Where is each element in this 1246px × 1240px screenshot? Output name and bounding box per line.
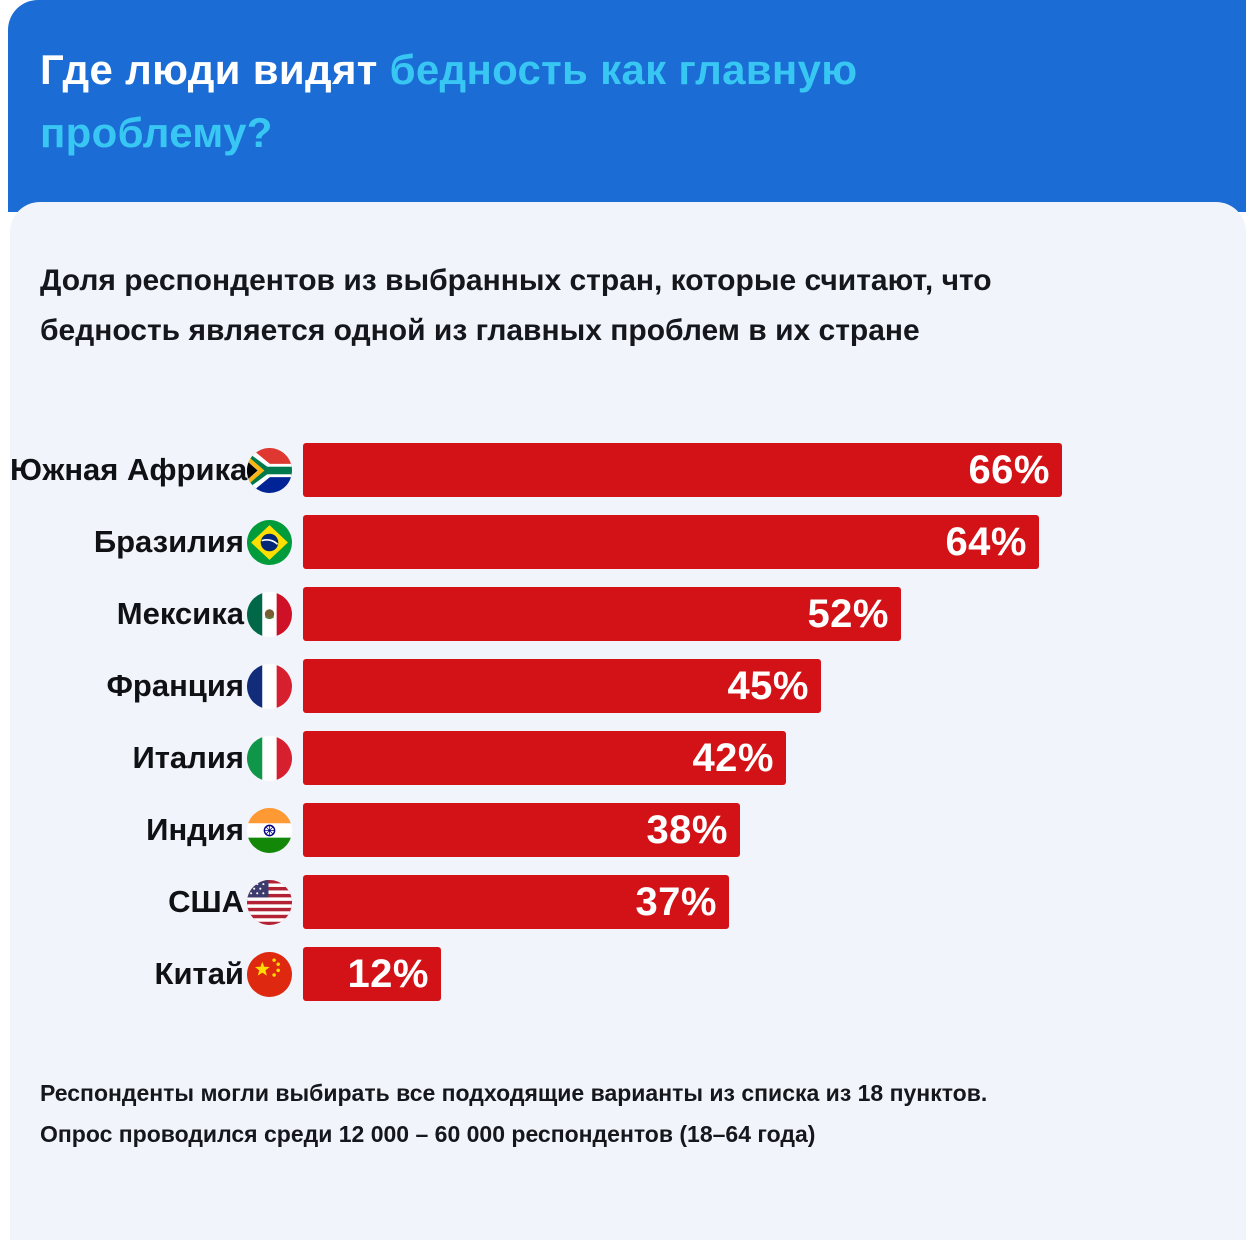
brazil-flag-icon xyxy=(247,519,292,565)
title-line-2: проблему? xyxy=(40,109,273,156)
country-label: Индия xyxy=(146,812,244,847)
value-bar: 42% xyxy=(303,731,786,785)
footnote-methodology: Респонденты могли выбирать все подходящи… xyxy=(40,1080,988,1106)
header-banner: Где люди видят бедность как главную проб… xyxy=(8,0,1246,212)
value-label: 45% xyxy=(727,663,809,708)
value-bar: 52% xyxy=(303,587,901,641)
value-label: 42% xyxy=(692,735,774,780)
usa-flag-icon xyxy=(247,879,292,925)
value-bar: 38% xyxy=(303,803,740,857)
france-flag-icon xyxy=(247,663,292,709)
footnotes: Респонденты могли выбирать все подходящи… xyxy=(40,1073,987,1155)
title-line-1: Где люди видят бедность как главную xyxy=(40,38,857,101)
country-label: Китай xyxy=(154,956,244,991)
value-bar: 45% xyxy=(303,659,821,713)
value-label: 64% xyxy=(945,519,1027,564)
country-label: Мексика xyxy=(116,596,244,631)
chart-row: Бразилия 64% xyxy=(10,515,1246,569)
value-bar: 64% xyxy=(303,515,1039,569)
chart-card: Доля респондентов из выбранных стран, ко… xyxy=(10,202,1246,1240)
value-label: 52% xyxy=(807,591,889,636)
mexico-flag-icon xyxy=(247,591,292,637)
south-africa-flag-icon xyxy=(247,447,292,493)
chart-subtitle: Доля респондентов из выбранных стран, ко… xyxy=(40,256,1190,356)
chart-row: Индия 38% xyxy=(10,803,1246,857)
india-flag-icon xyxy=(247,807,292,853)
title-accent-part: бедность как главную xyxy=(389,46,858,93)
country-label: Франция xyxy=(106,668,244,703)
page-title: Где люди видят бедность как главную проб… xyxy=(40,38,857,164)
title-white-part: Где люди видят xyxy=(40,46,390,93)
china-flag-icon xyxy=(247,951,292,997)
italy-flag-icon xyxy=(247,735,292,781)
chart-row: Мексика 52% xyxy=(10,587,1246,641)
country-label: США xyxy=(168,884,244,919)
chart-row: США 37% xyxy=(10,875,1246,929)
footnote-sample: Опрос проводился среди 12 000 – 60 000 р… xyxy=(40,1121,816,1147)
country-label: Италия xyxy=(132,740,244,775)
value-label: 12% xyxy=(347,951,429,996)
value-label: 38% xyxy=(646,807,728,852)
chart-row: Италия 42% xyxy=(10,731,1246,785)
subtitle-line-1: Доля респондентов из выбранных стран, ко… xyxy=(40,264,992,297)
value-label: 37% xyxy=(635,879,717,924)
value-bar: 37% xyxy=(303,875,729,929)
country-label: Южная Африка xyxy=(10,452,248,487)
country-label: Бразилия xyxy=(93,524,244,559)
chart-row: Южная Африка 66% xyxy=(10,443,1246,497)
bar-chart: Южная Африка 66% Бразилия 64% Мексика 52% Фран… xyxy=(10,443,1246,1019)
subtitle-line-2: бедность является одной из главных пробл… xyxy=(40,314,920,347)
chart-row: Китай 12% xyxy=(10,947,1246,1001)
chart-row: Франция 45% xyxy=(10,659,1246,713)
value-bar: 12% xyxy=(303,947,441,1001)
value-label: 66% xyxy=(968,447,1050,492)
value-bar: 66% xyxy=(303,443,1062,497)
